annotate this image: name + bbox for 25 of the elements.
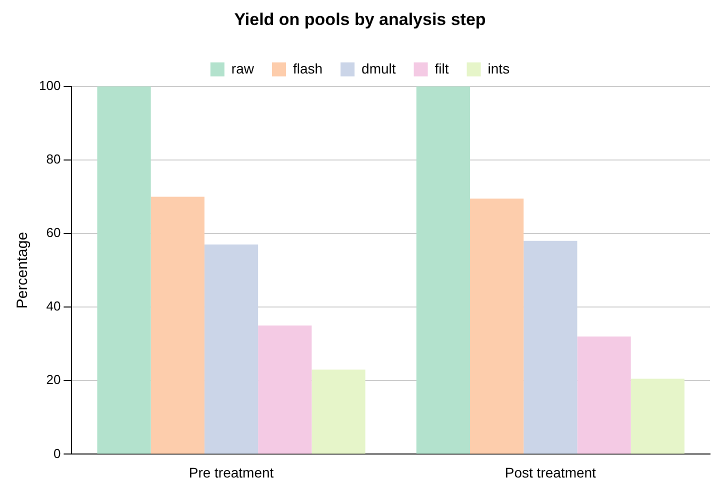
x-tick-label: Pre treatment: [188, 464, 274, 480]
y-tick-label: 40: [46, 298, 61, 314]
y-tick-label: 60: [46, 225, 61, 240]
bar: [577, 336, 631, 454]
legend-label: flash: [292, 60, 323, 76]
legend-label: ints: [488, 60, 510, 76]
legend-label: filt: [434, 60, 449, 76]
bar: [150, 196, 204, 454]
legend-label: dmult: [362, 60, 396, 76]
y-axis-title: Percentage: [14, 232, 32, 309]
bar: [416, 86, 470, 454]
y-tick-label: 0: [53, 446, 61, 461]
y-tick-label: 20: [46, 372, 61, 388]
bar: [204, 244, 258, 454]
bar: [630, 378, 684, 454]
bar: [97, 86, 151, 454]
bar: [258, 325, 312, 454]
bar: [470, 198, 524, 454]
bar: [312, 370, 366, 454]
y-tick-label: 100: [38, 78, 61, 93]
y-tick-label: 80: [46, 152, 61, 167]
x-tick-label: Post treatment: [504, 464, 596, 480]
chart-title: Yield on pools by analysis step: [234, 10, 486, 29]
legend-label: raw: [231, 60, 255, 76]
bar: [524, 240, 578, 454]
